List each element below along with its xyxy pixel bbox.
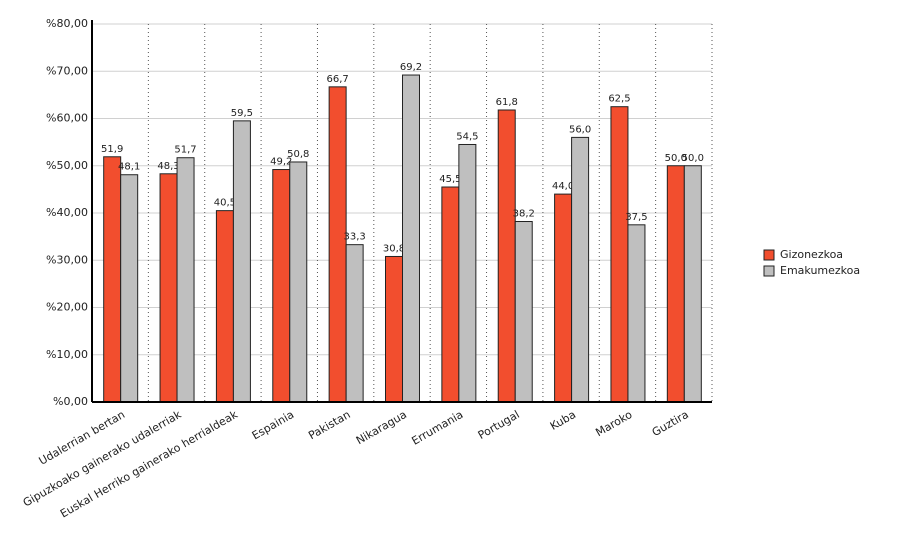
bar xyxy=(683,165,702,403)
value-label: 40,5 xyxy=(214,198,236,209)
x-tick-label: Portugal xyxy=(476,408,522,442)
bar xyxy=(514,221,533,403)
value-label: 45,5 xyxy=(439,174,461,185)
value-label: 49,2 xyxy=(270,157,292,168)
bar xyxy=(159,173,178,403)
value-label: 50,0 xyxy=(682,153,704,164)
value-label: 48,1 xyxy=(118,162,140,173)
bar xyxy=(289,161,308,403)
bar xyxy=(328,86,347,403)
bar xyxy=(232,120,251,403)
value-label: 51,9 xyxy=(101,144,123,155)
value-label: 66,7 xyxy=(327,74,349,85)
bar xyxy=(215,210,234,403)
value-label: 50,0 xyxy=(665,153,687,164)
value-label: 48,3 xyxy=(157,161,179,172)
x-tick-label: Nikaragua xyxy=(354,408,409,447)
y-tick-label: %10,00 xyxy=(46,348,88,361)
y-tick-label: %0,00 xyxy=(53,395,88,408)
bar xyxy=(441,186,460,403)
value-label: 59,5 xyxy=(231,108,253,119)
x-tick-label: Errumania xyxy=(410,408,466,448)
value-label: 54,5 xyxy=(456,131,478,142)
value-label: 62,5 xyxy=(608,94,630,105)
value-label: 61,8 xyxy=(496,97,518,108)
bar xyxy=(554,193,573,403)
legend-label: Gizonezkoa xyxy=(780,248,843,261)
value-label: 38,2 xyxy=(513,209,535,220)
bar xyxy=(458,143,477,403)
bar xyxy=(402,74,420,403)
y-tick-label: %70,00 xyxy=(46,64,88,77)
legend-label: Emakumezkoa xyxy=(780,264,860,277)
value-label: 51,7 xyxy=(174,145,196,156)
x-tick-label: Kuba xyxy=(548,408,578,433)
legend-swatch xyxy=(763,265,775,277)
value-label: 33,3 xyxy=(344,232,366,243)
bar xyxy=(497,109,516,403)
x-tick-label: Maroko xyxy=(593,408,634,439)
bar xyxy=(610,106,629,403)
bar xyxy=(103,156,122,403)
bar xyxy=(272,169,291,403)
value-label: 69,2 xyxy=(400,62,422,73)
y-tick-label: %40,00 xyxy=(46,206,88,219)
bar xyxy=(666,165,685,403)
x-tick-label: Pakistan xyxy=(306,408,352,442)
value-label: 50,8 xyxy=(287,149,309,160)
y-tick-label: %30,00 xyxy=(46,253,88,266)
value-label: 30,8 xyxy=(383,243,405,254)
legend-swatch xyxy=(763,249,775,261)
y-tick-label: %20,00 xyxy=(46,301,88,314)
x-tick-label: Guztira xyxy=(650,408,691,439)
value-label: 56,0 xyxy=(569,124,591,135)
bar xyxy=(627,224,646,403)
bar xyxy=(120,174,139,403)
bar xyxy=(345,244,364,403)
y-tick-label: %80,00 xyxy=(46,17,88,30)
value-label: 37,5 xyxy=(625,212,647,223)
y-tick-label: %50,00 xyxy=(46,159,88,172)
x-tick-label: Espainia xyxy=(250,408,297,442)
bar xyxy=(176,157,195,403)
bar xyxy=(571,136,590,403)
value-label: 44,0 xyxy=(552,181,574,192)
bar xyxy=(385,255,403,403)
y-tick-label: %60,00 xyxy=(46,112,88,125)
